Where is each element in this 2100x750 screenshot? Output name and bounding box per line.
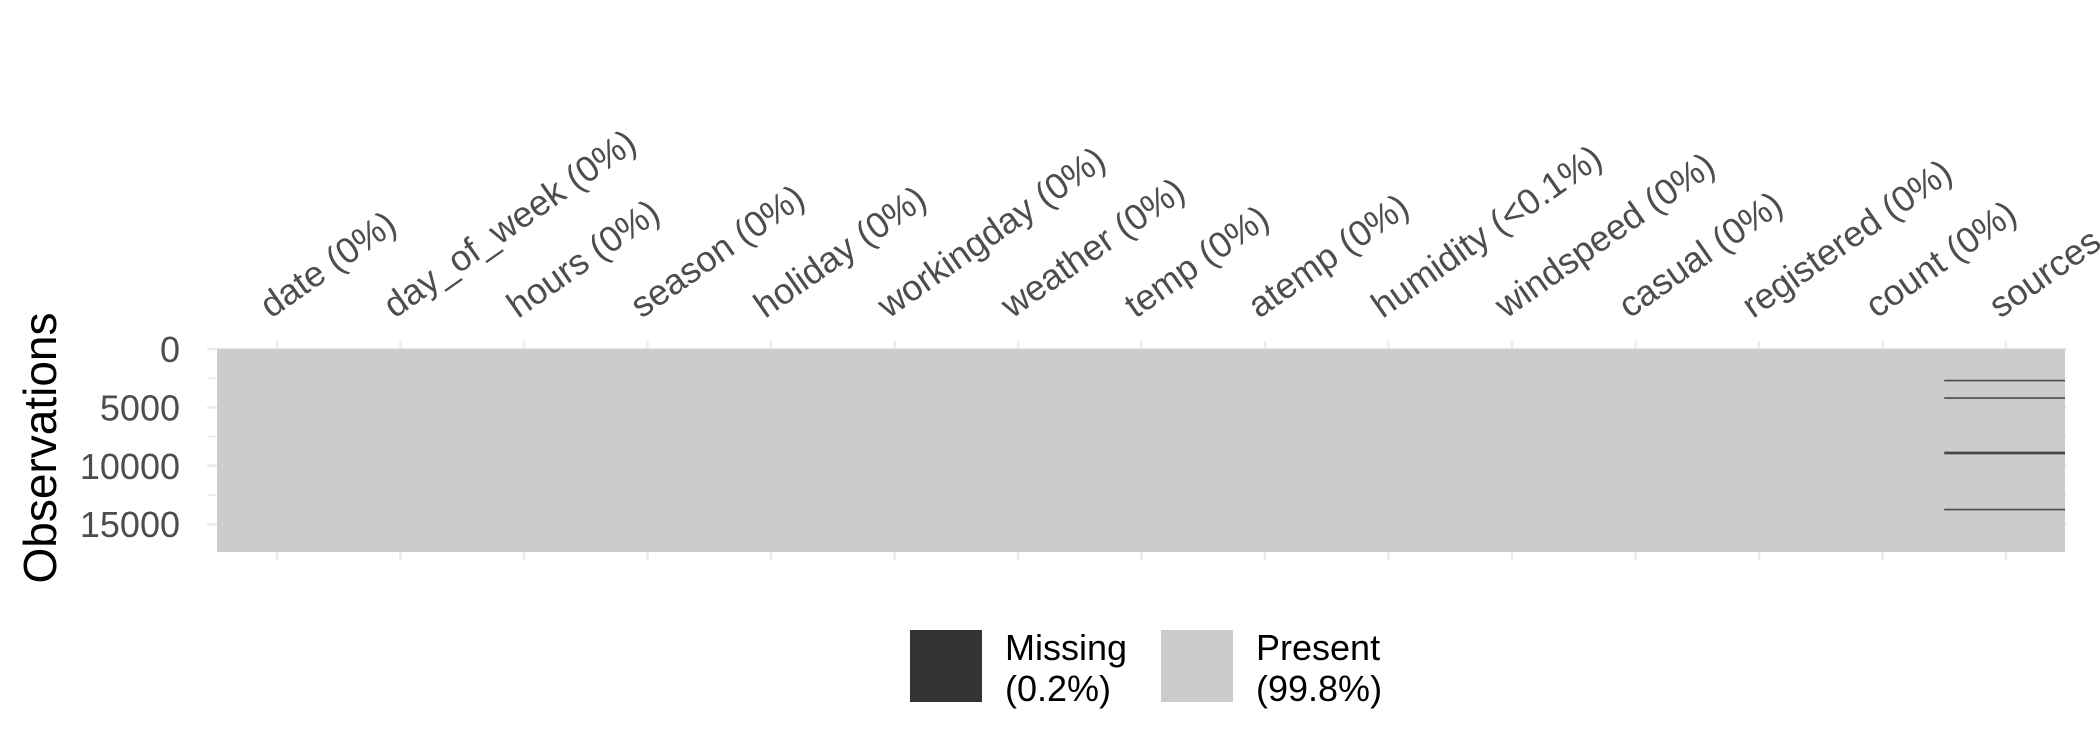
- y-tick-label: 5000: [100, 387, 180, 428]
- legend-swatch-missing: [910, 630, 982, 702]
- y-tick-labels: 0 5000 10000 15000: [80, 329, 180, 545]
- legend: Missing (0.2%) Present (99.8%): [910, 627, 1382, 709]
- y-tick-label: 15000: [80, 504, 180, 545]
- y-axis-title: Observations: [14, 312, 66, 583]
- column-label-workingday: workingday (0%): [869, 138, 1113, 326]
- legend-pct-missing: (0.2%): [1005, 668, 1111, 709]
- legend-label-missing: Missing: [1005, 627, 1127, 668]
- y-tick-label: 10000: [80, 446, 180, 487]
- legend-label-present: Present: [1256, 627, 1380, 668]
- legend-swatch-present: [1161, 630, 1233, 702]
- legend-pct-present: (99.8%): [1256, 668, 1382, 709]
- column-label-registered: registered (0%): [1734, 151, 1959, 326]
- column-label-humidity: humidity (<0.1%): [1364, 136, 1610, 325]
- y-tick-label: 0: [160, 329, 180, 370]
- present-area: [217, 349, 2065, 552]
- column-label-date: date (0%): [252, 202, 403, 325]
- missing-marks: [1944, 379, 2065, 511]
- column-labels: date (0%)day_of_week (0%)hours (0%)seaso…: [252, 121, 2100, 326]
